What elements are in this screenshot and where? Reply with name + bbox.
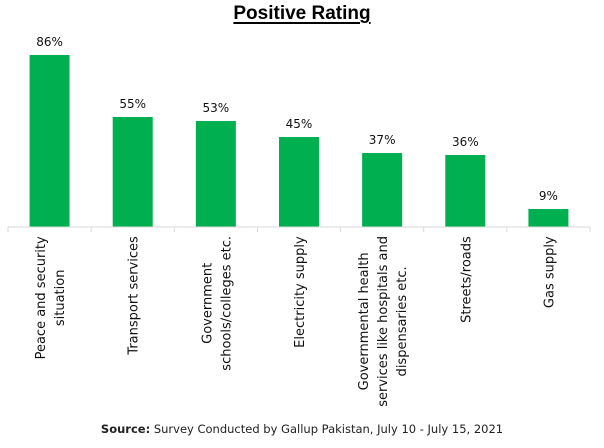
data-label: 86% xyxy=(36,35,63,49)
data-label: 45% xyxy=(286,117,313,131)
bar xyxy=(195,121,236,227)
bar xyxy=(279,137,319,227)
category-label: Gas supply xyxy=(542,236,557,308)
source-note: Source: Survey Conducted by Gallup Pakis… xyxy=(0,422,604,436)
category-label-line: Peace and security xyxy=(34,236,49,359)
category-label-line: situation xyxy=(53,270,68,327)
source-label: Source: xyxy=(100,422,151,436)
category-label: Electricity supply xyxy=(293,236,308,348)
data-label: 53% xyxy=(203,101,230,115)
data-label: 9% xyxy=(539,189,558,203)
category-labels-group: Peace and security situation Transport ser… xyxy=(34,236,557,407)
bars-group xyxy=(29,55,569,227)
bar xyxy=(362,153,403,227)
bar xyxy=(445,155,486,227)
source-text: Survey Conducted by Gallup Pakistan, Jul… xyxy=(150,422,504,436)
category-label-line: services like hospitals and xyxy=(376,236,391,407)
category-label: Streets/roads xyxy=(459,236,474,323)
data-label: 36% xyxy=(452,135,479,149)
bar-chart: 86% 55% 53% 45% 37% 36% 9% Peace and security s… xyxy=(7,35,591,407)
category-label: Transport services xyxy=(127,236,142,356)
data-label: 55% xyxy=(119,97,146,111)
chart-title-text: Positive Rating xyxy=(233,3,371,24)
category-label-line: Governmental health xyxy=(357,252,372,390)
bar xyxy=(112,117,153,227)
category-label-line: dispensaries etc. xyxy=(395,266,410,376)
category-label: Peace and security situation xyxy=(34,236,68,359)
category-label-line: Streets/roads xyxy=(459,236,474,323)
category-label-line: Gas supply xyxy=(542,236,557,308)
category-label: Government schools/colleges etc. xyxy=(200,236,234,371)
bar xyxy=(29,55,70,227)
category-label-line: schools/colleges etc. xyxy=(219,236,234,371)
bar xyxy=(528,209,569,227)
data-label: 37% xyxy=(369,133,396,147)
category-label: Governmental health services like hospita… xyxy=(357,236,410,407)
category-label-line: Transport services xyxy=(127,236,142,356)
chart-title: Positive Rating xyxy=(0,3,604,25)
category-label-line: Government xyxy=(200,263,215,344)
category-label-line: Electricity supply xyxy=(293,236,308,348)
data-labels-group: 86% 55% 53% 45% 37% 36% 9% xyxy=(36,35,558,203)
x-axis xyxy=(7,226,591,232)
